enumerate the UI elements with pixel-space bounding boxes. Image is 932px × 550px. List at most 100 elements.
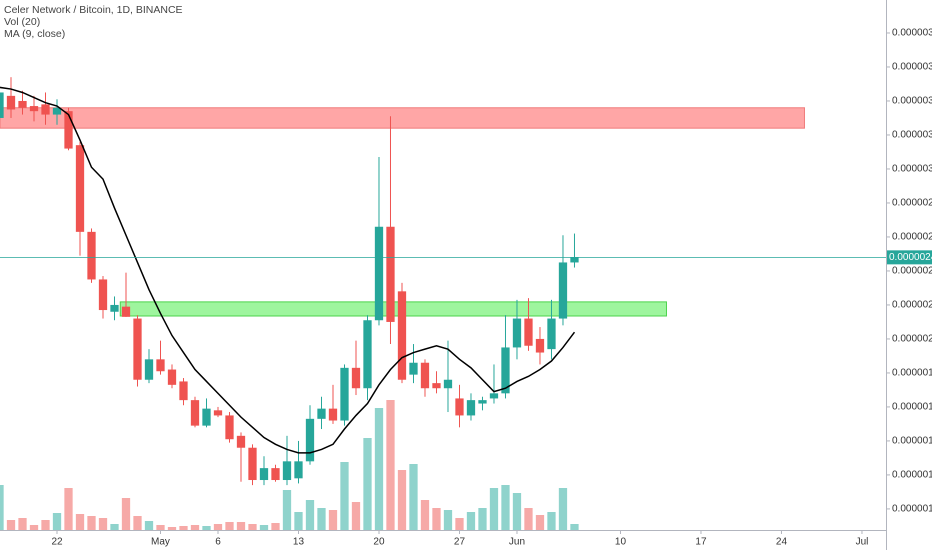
volume-bar — [248, 524, 257, 530]
candle-body — [328, 408, 338, 421]
candle-body — [121, 306, 131, 317]
candle-body — [133, 318, 142, 380]
volume-bar — [374, 408, 384, 530]
x-tick-label: 6 — [215, 537, 221, 548]
volume-bar — [190, 525, 200, 530]
x-tick-label: 24 — [776, 537, 788, 548]
volume-bar — [501, 485, 510, 530]
candle-body — [271, 468, 280, 481]
y-tick-label: 0.00000320 — [892, 130, 932, 141]
y-tick-label: 0.00000380 — [892, 28, 932, 39]
candle-body — [466, 400, 476, 416]
volume-bar — [52, 513, 62, 530]
volume-bar — [478, 508, 487, 530]
candle-body — [202, 408, 211, 426]
volume-legend: Vol (20) — [4, 16, 40, 28]
y-tick-label: 0.00000340 — [892, 96, 932, 107]
candle-body — [110, 304, 119, 312]
candle-body — [535, 338, 545, 353]
candle-body — [455, 398, 464, 416]
volume-bar — [363, 438, 372, 530]
volume-bar — [489, 488, 499, 530]
volume-bar — [524, 508, 533, 530]
volume-bar — [87, 516, 96, 530]
candle-body — [374, 226, 384, 321]
volume-bar — [294, 512, 303, 530]
candle-body — [213, 410, 223, 416]
candle-body — [501, 347, 510, 394]
x-tick-label: May — [151, 537, 170, 548]
y-tick-label: 0.00000280 — [892, 198, 932, 209]
x-tick-label: 17 — [695, 537, 707, 548]
y-tick-label: 0.00000220 — [892, 300, 932, 311]
x-tick-label: 27 — [454, 537, 466, 548]
candle-body — [524, 318, 533, 346]
candle-body — [0, 92, 4, 118]
candle-body — [6, 95, 16, 110]
volume-bar — [455, 518, 464, 530]
volume-bar — [340, 462, 349, 530]
candle-body — [409, 362, 418, 375]
volume-bar — [570, 524, 579, 530]
volume-bar — [41, 520, 50, 530]
volume-bar — [282, 490, 292, 530]
ma-legend: MA (9, close) — [4, 28, 65, 40]
candle-body — [317, 408, 326, 419]
candle-body — [397, 291, 407, 380]
volume-bar — [179, 526, 188, 530]
candle-body — [236, 435, 246, 448]
y-tick-label: 0.00000300 — [892, 164, 932, 175]
candle-body — [75, 145, 85, 232]
volume-bar — [144, 521, 154, 530]
candle-body — [443, 379, 453, 389]
x-tick-label: 10 — [615, 537, 627, 548]
candle-body — [190, 400, 200, 426]
candle-body — [489, 393, 499, 399]
candle-body — [64, 111, 73, 149]
volume-bar — [202, 526, 211, 530]
volume-bar — [443, 510, 453, 530]
volume-bar — [535, 515, 545, 530]
volume-bar — [156, 525, 165, 530]
volume-bar — [271, 523, 280, 530]
volume-bar — [236, 522, 246, 530]
candle-body — [478, 400, 487, 404]
candle-body — [558, 262, 568, 319]
candle-body — [259, 468, 269, 481]
volume-bar — [432, 508, 441, 530]
volume-bar — [547, 512, 556, 530]
volume-bar — [351, 502, 361, 530]
x-tick-label: 22 — [51, 537, 63, 548]
volume-bar — [225, 522, 234, 530]
candle-body — [52, 107, 62, 115]
x-tick-label: 13 — [293, 537, 305, 548]
candle-body — [420, 362, 430, 389]
x-tick-label: Jul — [856, 537, 869, 548]
volume-bar — [466, 512, 476, 530]
candle-body — [156, 359, 165, 372]
candle-body — [29, 106, 39, 112]
y-tick-label: 0.00000200 — [892, 334, 932, 345]
last-price-label: 0.00000248 — [889, 252, 932, 263]
candle-body — [225, 415, 234, 440]
last-price-box — [887, 250, 932, 265]
volume-bar — [259, 525, 269, 530]
candle-body — [547, 318, 556, 350]
x-tick-label: Jun — [509, 537, 525, 548]
overlay — [0, 86, 886, 454]
y-tick-label: 0.00000240 — [892, 266, 932, 277]
volume-bar — [121, 498, 131, 530]
candles — [0, 77, 579, 486]
volume-bar — [64, 488, 73, 530]
volume-bar — [29, 525, 39, 530]
volume-bar — [18, 518, 27, 530]
volume-bar — [386, 400, 395, 530]
volume-bar — [213, 524, 223, 530]
volume-bar — [558, 488, 568, 530]
volume-bar — [397, 470, 407, 530]
y-tick-label: 0.00000100 — [892, 504, 932, 515]
candle-body — [98, 279, 108, 311]
volume-bar — [420, 500, 430, 530]
